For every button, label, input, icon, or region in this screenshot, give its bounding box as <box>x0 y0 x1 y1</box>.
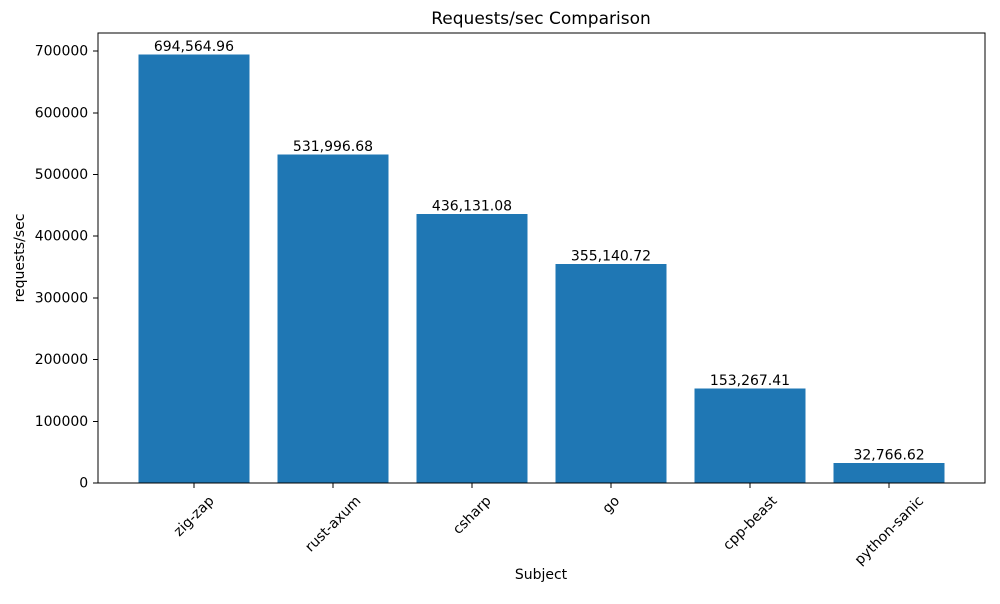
y-tick-label: 700000 <box>35 44 88 60</box>
x-tick-label: rust-axum <box>302 493 364 555</box>
bar-python-sanic <box>833 462 945 483</box>
y-axis-label: requests/sec <box>12 214 28 303</box>
y-tick-label: 100000 <box>35 414 88 430</box>
bar-zig-zap <box>138 54 250 484</box>
bar-rust-axum <box>277 154 389 483</box>
y-tick-label: 300000 <box>35 290 88 306</box>
bar-value-label: 355,140.72 <box>571 248 651 264</box>
bar-csharp <box>416 213 528 483</box>
x-tick-label: python-sanic <box>852 493 927 568</box>
plot-frame <box>97 32 986 484</box>
y-tick-label: 500000 <box>35 167 88 183</box>
x-tick-label: csharp <box>450 493 495 538</box>
x-tick-label: go <box>600 493 624 517</box>
bar-value-label: 436,131.08 <box>432 198 512 214</box>
bar-cpp-beast <box>694 388 806 483</box>
bar-value-label: 694,564.96 <box>154 39 234 55</box>
chart-title: Requests/sec Comparison <box>431 9 651 29</box>
y-tick-label: 400000 <box>35 229 88 245</box>
bar-go <box>555 263 667 483</box>
x-tick-label: zig-zap <box>171 493 218 540</box>
bar-value-label: 32,766.62 <box>853 447 924 463</box>
bar-value-label: 153,267.41 <box>710 373 790 389</box>
x-axis-label: Subject <box>515 567 568 583</box>
y-tick-label: 600000 <box>35 105 88 121</box>
y-tick-label: 0 <box>79 475 88 491</box>
y-tick-label: 200000 <box>35 352 88 368</box>
x-tick-label: cpp-beast <box>720 493 781 554</box>
bar-value-label: 531,996.68 <box>293 139 373 155</box>
